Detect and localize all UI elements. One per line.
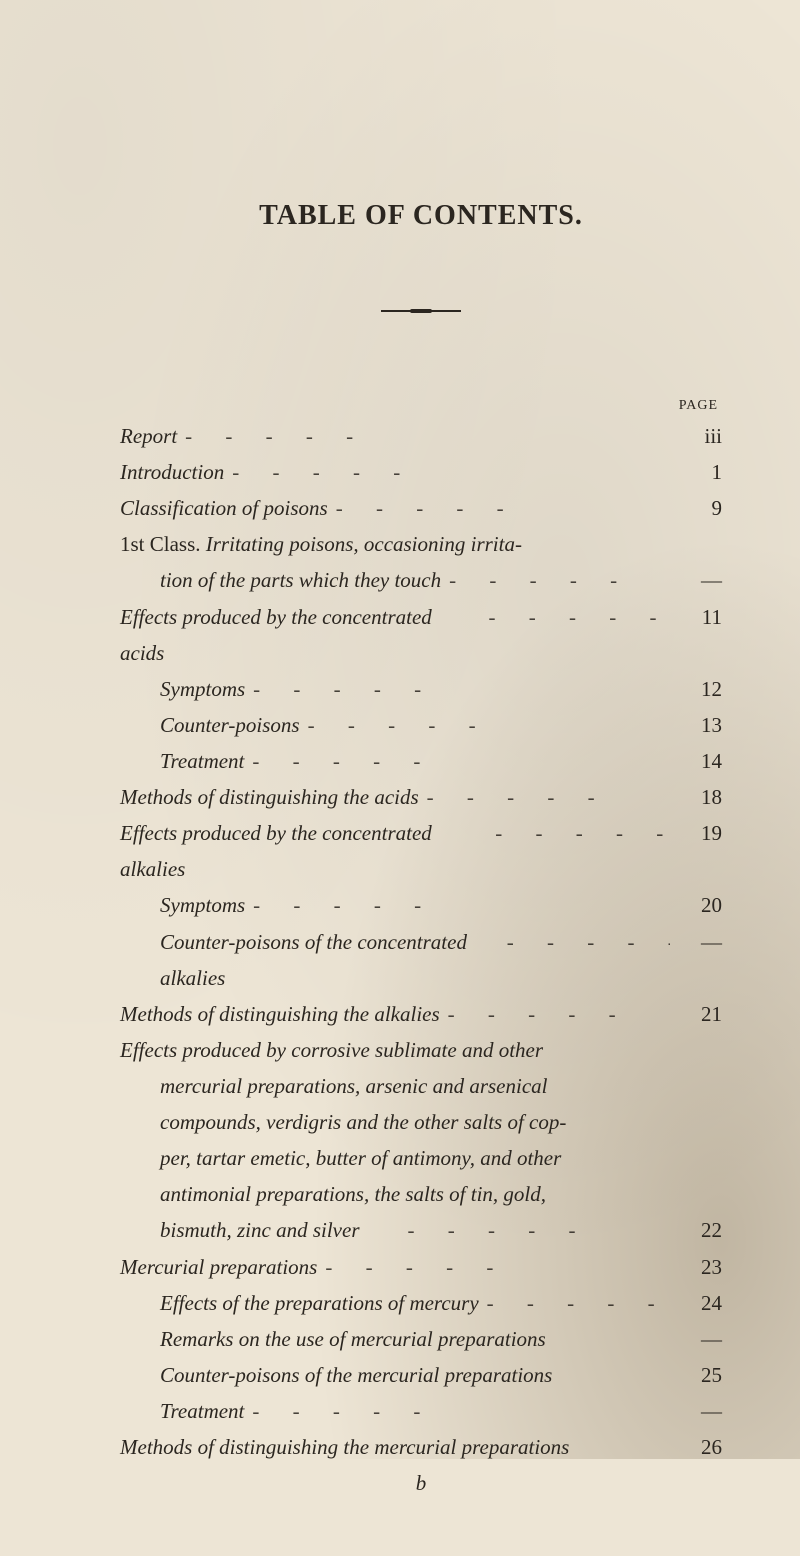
toc-page-number: 23	[678, 1249, 722, 1285]
toc-entry: Effects produced by the concentrated aci…	[120, 599, 722, 671]
page: TABLE OF CONTENTS. PAGE Report- - - - -i…	[0, 0, 800, 1556]
toc-entry: Counter-poisons- - - - -13	[120, 707, 722, 743]
toc-entry-text: Counter-poisons of the concentrated alka…	[160, 924, 499, 996]
toc-leaders: - - - - -	[448, 996, 670, 1032]
toc-entry: tion of the parts which they touch- - - …	[120, 562, 722, 598]
toc-leaders: - - - - -	[427, 779, 670, 815]
toc-page-number: 22	[661, 1212, 722, 1248]
toc-entry-text: 1st Class. Irritating poisons, occasioni…	[120, 526, 522, 562]
toc-page-number: 12	[678, 671, 722, 707]
toc-page-number: —	[678, 562, 722, 598]
toc-entry-text: Treatment	[160, 743, 244, 779]
toc-entry: Counter-poisons of the mercurial prepara…	[120, 1357, 722, 1393]
toc-entry: Effects produced by the concentrated alk…	[120, 815, 722, 887]
toc-entry: per, tartar emetic, butter of antimony, …	[120, 1140, 722, 1176]
toc-page-number: —	[678, 1321, 722, 1357]
toc-entry: compounds, verdigris and the other salts…	[120, 1104, 722, 1140]
toc-entry: Methods of distinguishing the alkalies- …	[120, 996, 722, 1032]
toc-leaders: - - - - -	[232, 454, 670, 490]
toc-entry: Classification of poisons- - - - -9	[120, 490, 722, 526]
table-of-contents: Report- - - - -iiiIntroduction- - - - -1…	[120, 418, 722, 1465]
toc-entry-text: Methods of distinguishing the alkalies	[120, 996, 440, 1032]
toc-entry: antimonial preparations, the salts of ti…	[120, 1176, 722, 1212]
toc-leaders: - - - - -	[495, 815, 670, 851]
toc-leaders: - - - - -	[368, 1212, 654, 1248]
toc-leaders: - - - - -	[487, 1285, 670, 1321]
toc-entry-text: Counter-poisons	[160, 707, 300, 743]
ornament-rule	[381, 310, 461, 312]
toc-leaders: - - - - -	[449, 562, 670, 598]
toc-entry-text: compounds, verdigris and the other salts…	[120, 1104, 566, 1140]
toc-entry: Methods of distinguishing the mercurial …	[120, 1429, 722, 1465]
signature-mark: b	[120, 1471, 722, 1496]
toc-entry-text: Methods of distinguishing the mercurial …	[120, 1429, 569, 1465]
toc-page-number: —	[678, 1393, 722, 1429]
toc-page-number: 24	[678, 1285, 722, 1321]
toc-entry-text: Treatment	[160, 1393, 244, 1429]
toc-entry: Methods of distinguishing the acids- - -…	[120, 779, 722, 815]
toc-entry: Counter-poisons of the concentrated alka…	[120, 924, 722, 996]
toc-entry-text: Report	[120, 418, 177, 454]
page-title: TABLE OF CONTENTS.	[120, 200, 722, 232]
toc-page-number: 20	[678, 887, 722, 923]
toc-page-number: iii	[678, 418, 722, 454]
toc-leaders: - - - - -	[185, 418, 670, 454]
toc-leaders: - - - - -	[488, 599, 670, 635]
toc-leaders: - - - - -	[308, 707, 670, 743]
toc-leaders: - - - - -	[252, 1393, 670, 1429]
toc-entry: Report- - - - -iii	[120, 418, 722, 454]
toc-entry: Treatment- - - - -14	[120, 743, 722, 779]
toc-leaders: - - - - -	[252, 743, 670, 779]
toc-page-number: 19	[678, 815, 722, 851]
toc-entry: Introduction- - - - -1	[120, 454, 722, 490]
toc-entry-prefix: 1st Class.	[120, 532, 206, 556]
toc-entry-text: antimonial preparations, the salts of ti…	[120, 1176, 546, 1212]
toc-entry-text: Effects produced by the concentrated aci…	[120, 599, 480, 671]
toc-entry-text: Symptoms	[160, 887, 245, 923]
toc-page-number: 13	[678, 707, 722, 743]
toc-page-number: 18	[678, 779, 722, 815]
toc-page-number: 11	[678, 599, 722, 635]
toc-leaders: - - - - -	[507, 924, 670, 960]
toc-entry: bismuth, zinc and silver- - - - -22	[120, 1212, 722, 1248]
toc-entry-text: Effects produced by the concentrated alk…	[120, 815, 487, 887]
toc-leaders: - - - - -	[336, 490, 670, 526]
toc-entry: mercurial preparations, arsenic and arse…	[120, 1068, 722, 1104]
toc-entry-text: Counter-poisons of the mercurial prepara…	[160, 1357, 552, 1393]
toc-leaders: - - - - -	[253, 887, 670, 923]
toc-entry: Symptoms- - - - -12	[120, 671, 722, 707]
toc-page-number: 26	[678, 1429, 722, 1465]
toc-entry-text: bismuth, zinc and silver	[120, 1212, 360, 1248]
toc-entry: Effects of the preparations of mercury- …	[120, 1285, 722, 1321]
toc-entry-text: Symptoms	[160, 671, 245, 707]
toc-entry-text: Methods of distinguishing the acids	[120, 779, 419, 815]
toc-entry-text: mercurial preparations, arsenic and arse…	[120, 1068, 548, 1104]
toc-page-number: 1	[678, 454, 722, 490]
toc-entry: Remarks on the use of mercurial preparat…	[120, 1321, 722, 1357]
toc-entry-text: Mercurial preparations	[120, 1249, 317, 1285]
toc-page-number: 14	[678, 743, 722, 779]
toc-entry-text: Remarks on the use of mercurial preparat…	[160, 1321, 546, 1357]
toc-entry: Treatment- - - - -—	[120, 1393, 722, 1429]
toc-entry-text: Effects of the preparations of mercury	[160, 1285, 479, 1321]
toc-leaders: - - - - -	[325, 1249, 670, 1285]
toc-entry-text: Classification of poisons	[120, 490, 328, 526]
toc-entry: 1st Class. Irritating poisons, occasioni…	[120, 526, 722, 562]
toc-entry-text: per, tartar emetic, butter of antimony, …	[120, 1140, 561, 1176]
toc-entry-text: Introduction	[120, 454, 224, 490]
toc-page-number: 25	[678, 1357, 722, 1393]
toc-leaders: - - - - -	[253, 671, 670, 707]
toc-entry: Effects produced by corrosive sublimate …	[120, 1032, 722, 1068]
toc-entry: Mercurial preparations- - - - -23	[120, 1249, 722, 1285]
page-column-label: PAGE	[120, 398, 722, 414]
toc-page-number: 9	[678, 490, 722, 526]
toc-page-number: —	[678, 924, 722, 960]
toc-entry-text: tion of the parts which they touch	[160, 562, 441, 598]
toc-entry: Symptoms- - - - -20	[120, 887, 722, 923]
toc-entry-text: Effects produced by corrosive sublimate …	[120, 1032, 543, 1068]
toc-page-number: 21	[678, 996, 722, 1032]
